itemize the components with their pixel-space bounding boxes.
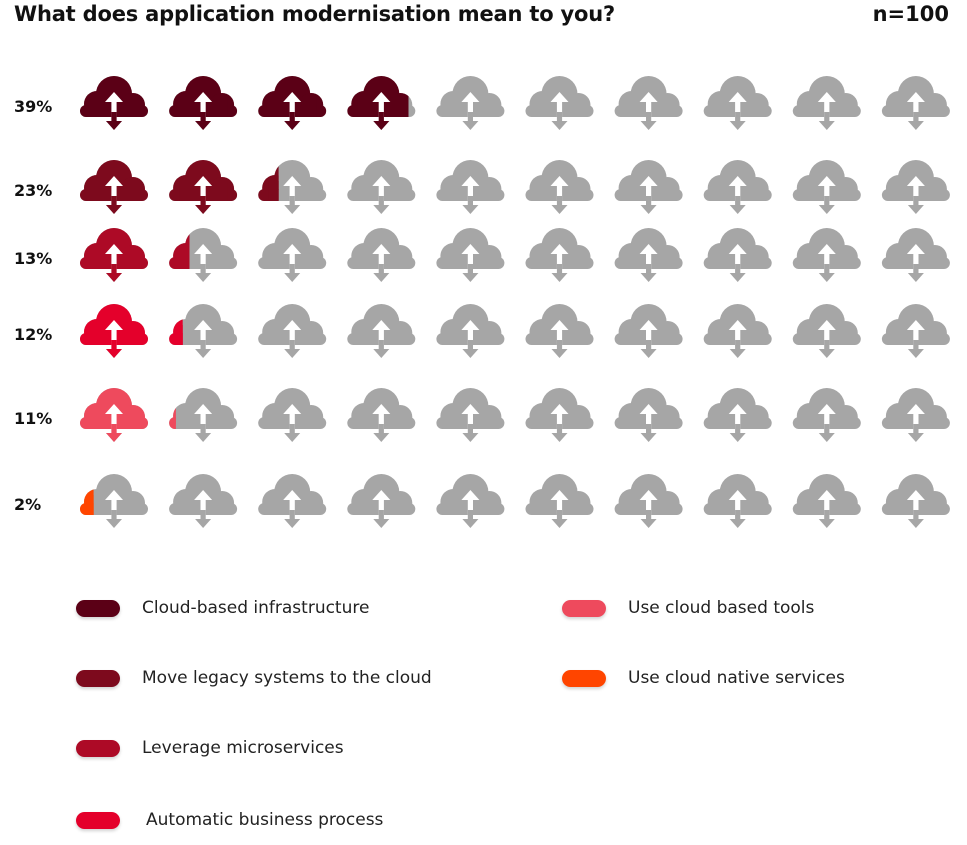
legend-item-move-legacy-systems: Move legacy systems to the cloud [76, 668, 432, 688]
icon-row: 39% [14, 76, 950, 130]
cloud-icon [703, 160, 772, 214]
legend-item-automatic-business-process: Automatic business process [76, 810, 383, 830]
icon-row: 11% [14, 388, 950, 442]
cloud-icon [80, 388, 148, 442]
cloud-icon [258, 474, 327, 528]
cloud-icon [169, 388, 238, 442]
cloud-icon [614, 228, 683, 282]
cloud-icon [169, 304, 238, 358]
icon-row: 12% [14, 304, 950, 358]
cloud-icon [436, 228, 505, 282]
cloud-icon [347, 388, 416, 442]
cloud-icon [881, 76, 950, 130]
cloud-icon [347, 304, 416, 358]
cloud-icon [703, 388, 772, 442]
cloud-icon [258, 76, 327, 130]
cloud-icon [436, 76, 505, 130]
cloud-icon [436, 474, 505, 528]
chart-title: What does application modernisation mean… [14, 2, 615, 26]
legend-swatch [76, 811, 120, 829]
legend-swatch [76, 739, 120, 757]
cloud-icon [792, 474, 861, 528]
cloud-icon [703, 228, 772, 282]
value-label: 11% [14, 409, 52, 428]
cloud-icon [703, 304, 772, 358]
legend-item-leverage-microservices: Leverage microservices [76, 738, 344, 758]
legend-label: Cloud-based infrastructure [142, 598, 370, 618]
cloud-icon [525, 228, 594, 282]
legend-label: Use cloud based tools [628, 598, 815, 618]
value-label: 23% [14, 181, 52, 200]
legend-swatch [76, 599, 120, 617]
cloud-icon [80, 160, 148, 214]
cloud-icon [703, 76, 772, 130]
cloud-icon [347, 474, 416, 528]
cloud-icon [169, 474, 238, 528]
icon-row: 13% [14, 228, 950, 282]
cloud-icon [258, 388, 327, 442]
cloud-icon [792, 160, 861, 214]
cloud-icon [792, 388, 861, 442]
cloud-icon [614, 474, 683, 528]
cloud-icon [525, 160, 594, 214]
cloud-icon [347, 160, 416, 214]
cloud-icon [614, 304, 683, 358]
cloud-icon [80, 304, 148, 358]
icon-row: 23% [14, 160, 950, 214]
legend-item-use-cloud-native-services: Use cloud native services [562, 668, 845, 688]
cloud-icon [525, 474, 594, 528]
cloud-icon [258, 160, 327, 214]
cloud-icon [436, 388, 505, 442]
icon-row: 2% [14, 474, 950, 528]
cloud-icon [703, 474, 772, 528]
cloud-icon [80, 228, 148, 282]
cloud-icon [525, 76, 594, 130]
cloud-icon [525, 304, 594, 358]
cloud-icon [792, 228, 861, 282]
legend-swatch [562, 669, 606, 687]
legend-item-use-cloud-based-tools: Use cloud based tools [562, 598, 814, 618]
legend-swatch [76, 669, 120, 687]
value-label: 13% [14, 249, 52, 268]
cloud-icon [614, 388, 683, 442]
cloud-icon [347, 228, 416, 282]
cloud-icon [258, 228, 327, 282]
cloud-icon [614, 76, 683, 130]
cloud-icon [169, 160, 238, 214]
cloud-icon [881, 388, 950, 442]
cloud-icon [881, 160, 950, 214]
cloud-icon [347, 76, 416, 130]
cloud-icon [614, 160, 683, 214]
value-label: 2% [14, 495, 41, 514]
cloud-icon [881, 474, 950, 528]
legend-label: Leverage microservices [142, 738, 344, 758]
cloud-icon [792, 304, 861, 358]
pictograph-chart: 39% 23% 13% 12% 11% 2% [14, 76, 950, 528]
value-label: 39% [14, 97, 52, 116]
legend-swatch [562, 599, 606, 617]
cloud-icon [258, 304, 327, 358]
cloud-icon [881, 228, 950, 282]
legend-label: Use cloud native services [628, 668, 845, 688]
cloud-icon [80, 76, 148, 130]
value-label: 12% [14, 325, 52, 344]
cloud-icon [436, 304, 505, 358]
legend-label: Automatic business process [146, 810, 384, 830]
cloud-icon [169, 76, 238, 130]
cloud-icon [792, 76, 861, 130]
cloud-icon [525, 388, 594, 442]
cloud-icon [80, 474, 148, 528]
cloud-icon [436, 160, 505, 214]
legend-item-cloud-based-infrastructure: Cloud-based infrastructure [76, 598, 369, 618]
cloud-icon [169, 228, 238, 282]
cloud-icon [881, 304, 950, 358]
legend-label: Move legacy systems to the cloud [142, 668, 432, 688]
sample-size-label: n=100 [872, 2, 949, 26]
